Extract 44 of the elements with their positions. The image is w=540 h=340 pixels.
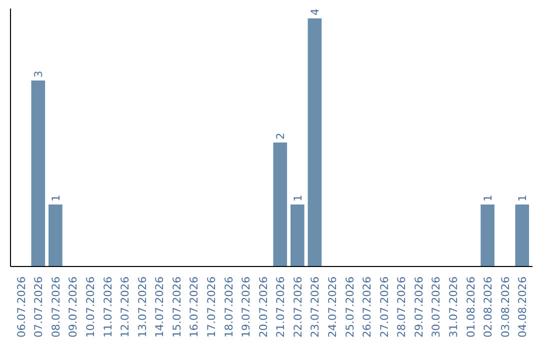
data-label: 3: [32, 70, 46, 78]
x-tick-label: 20.07.2026: [256, 276, 270, 338]
data-label: 1: [516, 194, 530, 202]
x-tick-label: 30.07.2026: [430, 276, 443, 338]
x-tick-label: 25.07.2026: [343, 276, 356, 338]
x-tick-label: 18.07.2026: [222, 276, 236, 338]
x-tick-label: 07.07.2026: [32, 276, 46, 338]
data-label: 1: [291, 194, 304, 202]
x-tick-label: 06.07.2026: [14, 276, 28, 338]
x-tick-label: 31.07.2026: [446, 276, 460, 338]
x-tick-label: 04.08.2026: [516, 276, 530, 338]
x-tick-label: 19.07.2026: [240, 276, 253, 338]
bar: [48, 204, 62, 266]
x-tick-label: 13.07.2026: [136, 276, 149, 338]
bar: [515, 204, 530, 266]
x-tick-label: 26.07.2026: [360, 276, 374, 338]
data-label: 2: [274, 132, 288, 140]
x-tick-label: 01.08.2026: [464, 276, 478, 338]
x-tick-label: 09.07.2026: [66, 276, 80, 338]
bar: [308, 18, 322, 266]
x-tick-label: 22.07.2026: [291, 276, 304, 338]
x-tick-label: 24.07.2026: [326, 276, 339, 338]
x-tick-label: 17.07.2026: [205, 276, 218, 338]
bar: [31, 80, 46, 266]
data-label: 1: [49, 194, 62, 202]
data-label: 1: [482, 194, 495, 202]
x-tick-label: 21.07.2026: [274, 276, 288, 338]
x-tick-label: 12.07.2026: [118, 276, 132, 338]
x-tick-label: 28.07.2026: [395, 276, 408, 338]
x-tick-label: 03.08.2026: [498, 276, 512, 338]
data-label: 4: [308, 8, 322, 16]
bar: [290, 204, 304, 266]
x-tick-label: 08.07.2026: [49, 276, 62, 338]
bar: [273, 142, 288, 266]
x-tick-label: 14.07.2026: [153, 276, 166, 338]
x-tick-label: 23.07.2026: [308, 276, 322, 338]
x-tick-label: 27.07.2026: [378, 276, 391, 338]
x-tick-label: 15.07.2026: [170, 276, 184, 338]
x-tick-label: 16.07.2026: [188, 276, 201, 338]
x-tick-label: 02.08.2026: [482, 276, 495, 338]
x-tick-label: 11.07.2026: [101, 276, 114, 338]
bar: [480, 204, 494, 266]
x-tick-label: 10.07.2026: [84, 276, 98, 338]
x-tick-label: 29.07.2026: [412, 276, 426, 338]
